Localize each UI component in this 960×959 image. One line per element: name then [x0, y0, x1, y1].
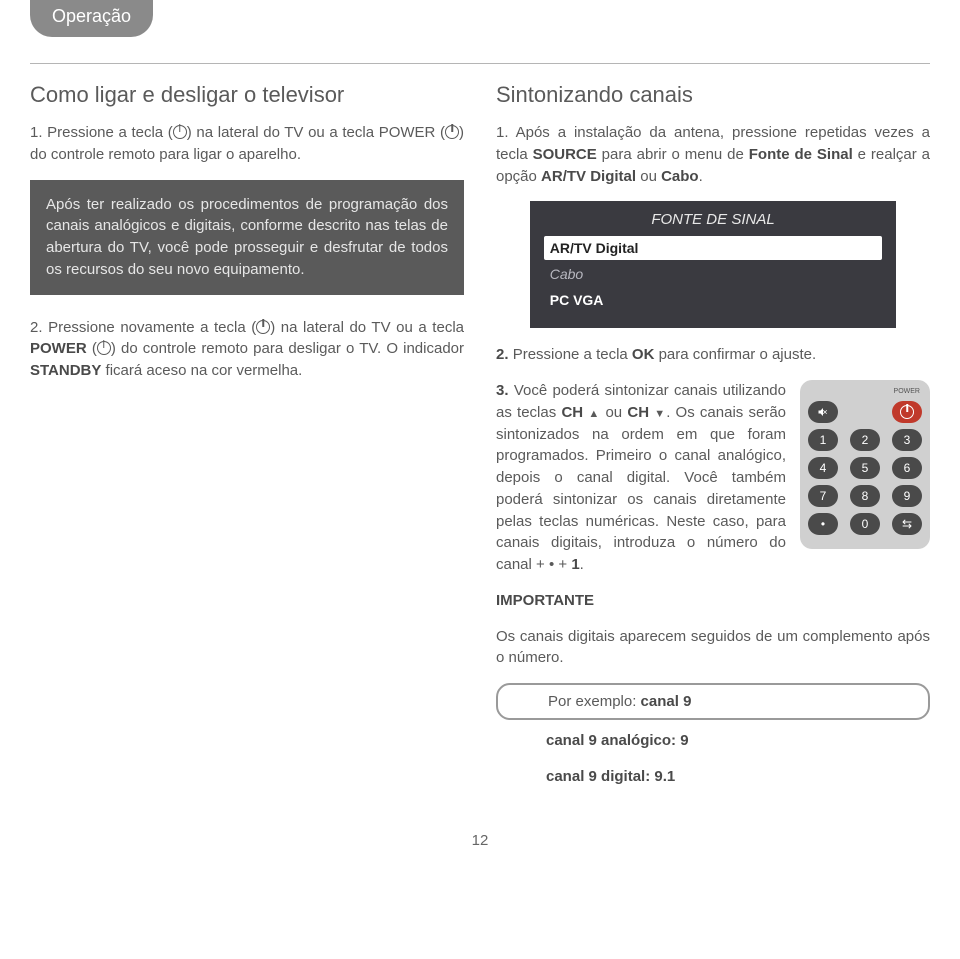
step-3-row: 3. Você poderá sintonizar canais utiliza… — [496, 380, 930, 590]
text-bold: SOURCE — [533, 146, 597, 163]
text-bold: CH — [627, 404, 649, 421]
callout-box: Após ter realizado os procedimentos de p… — [30, 180, 464, 295]
key-9: 9 — [892, 485, 922, 507]
text-bold: POWER — [379, 124, 436, 141]
text: ) do controle remoto para desligar o TV.… — [111, 340, 464, 357]
example-box: Por exemplo: canal 9 — [496, 683, 930, 720]
text: 1. Pressione a tecla ( — [30, 124, 173, 141]
key-recall: ⇆ — [892, 513, 922, 535]
text: Por exemplo: — [548, 693, 641, 710]
key-dot: • — [808, 513, 838, 535]
remote-illustration: POWER 1 2 3 4 — [800, 380, 930, 549]
osd-menu: FONTE DE SINAL AR/TV Digital Cabo PC VGA — [530, 201, 897, 328]
text-bold: canal 9 digital: 9.1 — [546, 768, 675, 785]
right-column: Sintonizando canais 1. Após a instalação… — [496, 82, 930, 802]
power-icon — [173, 125, 187, 139]
step-1-tuning: 1. Após a instalação da antena, pression… — [496, 122, 930, 187]
text-bold: 1 — [571, 556, 579, 573]
key-8: 8 — [850, 485, 880, 507]
text: para abrir o menu de — [597, 146, 749, 163]
text: ) na lateral do TV ou a tecla — [270, 319, 464, 336]
key-2: 2 — [850, 429, 880, 451]
text: . — [580, 556, 584, 573]
text-bold: IMPORTANTE — [496, 592, 594, 609]
key-3: 3 — [892, 429, 922, 451]
divider — [30, 63, 930, 64]
osd-row-selected: AR/TV Digital — [544, 236, 883, 260]
step-3-tuning: 3. Você poderá sintonizar canais utiliza… — [496, 380, 786, 576]
left-column: Como ligar e desligar o televisor 1. Pre… — [30, 82, 464, 802]
text-bold: CH — [561, 404, 583, 421]
text-bold: 3. — [496, 382, 514, 399]
power-icon — [97, 341, 111, 355]
step-2-tuning: 2. Pressione a tecla OK para confirmar o… — [496, 344, 930, 366]
text-bold: OK — [632, 346, 655, 363]
text: . Os canais serão sintonizados na ordem … — [496, 404, 786, 573]
power-icon — [256, 320, 270, 334]
text-bold: Fonte de Sinal — [749, 146, 853, 163]
text: 2. Pressione novamente a tecla ( — [30, 319, 256, 336]
text: ( — [435, 124, 445, 141]
example-digital: canal 9 digital: 9.1 — [496, 766, 930, 788]
osd-row: Cabo — [544, 262, 883, 286]
text: Pressione a tecla — [513, 346, 632, 363]
important-text: Os canais digitais aparecem seguidos de … — [496, 626, 930, 670]
key-0: 0 — [850, 513, 880, 535]
text-bold: canal 9 analógico: 9 — [546, 732, 689, 749]
text: . — [699, 168, 703, 185]
page-number: 12 — [30, 832, 930, 849]
text-bold: canal 9 — [641, 693, 692, 710]
step-1-power: 1. Pressione a tecla ( ) na lateral do TV… — [30, 122, 464, 166]
important-label: IMPORTANTE — [496, 590, 930, 612]
text: ou — [600, 404, 627, 421]
example-analog: canal 9 analógico: 9 — [496, 730, 930, 752]
power-icon — [900, 405, 914, 419]
key-7: 7 — [808, 485, 838, 507]
power-button — [892, 401, 922, 423]
text: ) na lateral do TV ou a tecla — [187, 124, 379, 141]
osd-title: FONTE DE SINAL — [544, 211, 883, 228]
text-bold: AR/TV Digital — [541, 168, 636, 185]
title-power: Como ligar e desligar o televisor — [30, 82, 464, 108]
triangle-down-icon — [654, 404, 666, 421]
triangle-up-icon — [588, 404, 600, 421]
mute-button — [808, 401, 838, 423]
key-5: 5 — [850, 457, 880, 479]
remote-power-label: POWER — [808, 388, 922, 395]
power-icon — [445, 125, 459, 139]
text-bold: 2. — [496, 346, 513, 363]
osd-row: PC VGA — [544, 288, 883, 312]
text: ( — [87, 340, 97, 357]
text: para confirmar o ajuste. — [654, 346, 816, 363]
title-tuning: Sintonizando canais — [496, 82, 930, 108]
mute-icon — [817, 406, 829, 418]
text-bold: POWER — [30, 340, 87, 357]
section-tab: Operação — [30, 0, 153, 37]
text: ficará aceso na cor vermelha. — [101, 362, 302, 379]
text: ou — [636, 168, 661, 185]
text-bold: STANDBY — [30, 362, 101, 379]
text-bold: Cabo — [661, 168, 699, 185]
step-2-power: 2. Pressione novamente a tecla ( ) na lat… — [30, 317, 464, 382]
key-4: 4 — [808, 457, 838, 479]
key-6: 6 — [892, 457, 922, 479]
key-1: 1 — [808, 429, 838, 451]
